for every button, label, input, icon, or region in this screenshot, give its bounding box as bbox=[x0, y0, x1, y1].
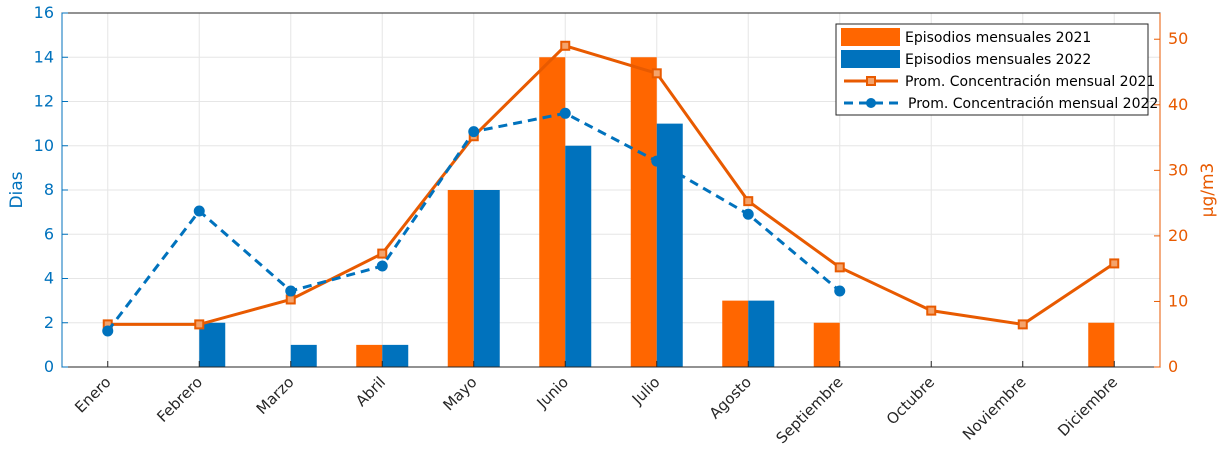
x-axis-tick-label: Febrero bbox=[153, 373, 206, 426]
x-axis-tick-label: Mayo bbox=[439, 373, 480, 414]
line-point-2022 bbox=[742, 208, 754, 220]
x-axis-tick-label: Octubre bbox=[883, 373, 938, 428]
x-axis-tick-label: Enero bbox=[71, 373, 114, 416]
y-axis-left-tick-label: 0 bbox=[44, 357, 54, 376]
x-axis-tick-label: Septiembre bbox=[773, 373, 847, 447]
bar-2022 bbox=[748, 300, 775, 367]
bar-2022 bbox=[290, 344, 317, 367]
bar-2022 bbox=[473, 190, 500, 367]
line-point-2022 bbox=[102, 325, 114, 337]
y-axis-left-tick-label: 14 bbox=[34, 47, 54, 66]
y-axis-right-tick-label: 40 bbox=[1168, 95, 1188, 114]
legend-label: Prom. Concentración mensual 2021 bbox=[905, 74, 1155, 90]
x-axis-tick-label: Marzo bbox=[253, 373, 298, 418]
bar-2021 bbox=[356, 344, 383, 367]
x-axis-tick-label: Julio bbox=[628, 373, 664, 409]
bar-2021 bbox=[722, 300, 749, 367]
y-axis-left-tick-label: 10 bbox=[34, 136, 54, 155]
legend-marker bbox=[866, 76, 876, 86]
bar-2021 bbox=[813, 322, 840, 367]
legend-label: Episodios mensuales 2022 bbox=[905, 52, 1091, 68]
y-axis-right-tick-label: 10 bbox=[1168, 291, 1188, 310]
line-series-2021 bbox=[107, 44, 1116, 326]
bar-2021 bbox=[447, 190, 474, 367]
line-point-2021 bbox=[1017, 319, 1028, 330]
y-axis-right-tick-label: 30 bbox=[1168, 160, 1188, 179]
bar-2022 bbox=[382, 344, 409, 367]
y-axis-left-tick-label: 6 bbox=[44, 224, 54, 243]
line-point-2021 bbox=[285, 294, 296, 305]
bar-2022 bbox=[199, 322, 226, 367]
bar-2022 bbox=[565, 145, 592, 367]
line-point-2021 bbox=[743, 196, 754, 207]
legend-label: Episodios mensuales 2021 bbox=[905, 30, 1091, 46]
y-axis-left-tick-label: 8 bbox=[44, 180, 54, 199]
legend-label: Prom. Concentración mensual 2022 bbox=[908, 96, 1158, 112]
y-axis-right-tick-label: 20 bbox=[1168, 226, 1188, 245]
legend-marker bbox=[866, 98, 876, 108]
y-axis-left-tick-label: 2 bbox=[44, 313, 54, 332]
legend-swatch bbox=[841, 28, 900, 46]
y-axis-left-tick-label: 4 bbox=[44, 269, 54, 288]
line-point-2022 bbox=[834, 285, 846, 297]
line-point-2022 bbox=[285, 285, 297, 297]
y-axis-right-tick-label: 50 bbox=[1168, 29, 1188, 48]
line-point-2021 bbox=[834, 262, 845, 273]
bars bbox=[199, 57, 1115, 367]
bar-2021 bbox=[1088, 322, 1115, 367]
line-point-2022 bbox=[193, 205, 205, 217]
legend: Episodios mensuales 2021 Episodios mensua… bbox=[835, 23, 1158, 116]
line-point-2021 bbox=[560, 40, 571, 51]
lines bbox=[102, 40, 1120, 337]
bar-2021 bbox=[630, 57, 657, 367]
y-axis-right-title: µg/m3 bbox=[1198, 163, 1218, 218]
x-axis-tick-label: Diciembre bbox=[1054, 373, 1121, 440]
bar-2021 bbox=[539, 57, 566, 367]
x-axis-tick-label: Abril bbox=[352, 373, 389, 410]
line-point-2022 bbox=[376, 260, 388, 272]
line-point-2021 bbox=[377, 248, 388, 259]
line-point-2021 bbox=[926, 305, 937, 316]
x-axis-tick-label: Junio bbox=[533, 373, 572, 412]
y-axis-left-tick-label: 12 bbox=[34, 92, 54, 111]
line-point-2021 bbox=[651, 68, 662, 79]
y-axis-left-tick-label: 16 bbox=[34, 3, 54, 22]
legend-swatch bbox=[841, 50, 900, 68]
line-point-2022 bbox=[468, 126, 480, 138]
line-point-2022 bbox=[559, 107, 571, 119]
y-axis-left-title: Dias bbox=[7, 171, 27, 208]
y-axis-right-tick-label: 0 bbox=[1168, 357, 1178, 376]
line-point-2021 bbox=[194, 319, 205, 330]
line-point-2022 bbox=[651, 155, 663, 167]
x-axis-tick-label: Noviembre bbox=[959, 373, 1030, 444]
line-point-2021 bbox=[1109, 258, 1120, 269]
x-axis-tick-label: Agosto bbox=[706, 373, 755, 422]
